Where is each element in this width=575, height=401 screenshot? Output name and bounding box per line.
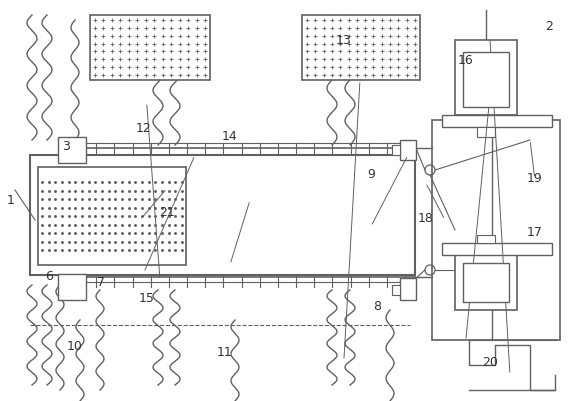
- Text: 20: 20: [482, 356, 498, 369]
- Bar: [455, 40, 517, 115]
- Bar: [58, 274, 86, 300]
- Text: 14: 14: [222, 130, 238, 143]
- Bar: [302, 15, 420, 80]
- Bar: [477, 235, 495, 243]
- Text: 13: 13: [336, 34, 352, 47]
- Text: 15: 15: [139, 292, 155, 305]
- Text: 19: 19: [527, 172, 543, 185]
- Text: 16: 16: [458, 54, 474, 67]
- Text: 6: 6: [45, 270, 53, 283]
- Bar: [477, 127, 495, 137]
- Bar: [442, 243, 552, 255]
- Bar: [392, 285, 400, 295]
- Text: 17: 17: [527, 226, 543, 239]
- Bar: [432, 120, 560, 340]
- Bar: [30, 155, 415, 275]
- Text: 7: 7: [97, 276, 105, 289]
- Text: 1: 1: [6, 194, 14, 207]
- Bar: [442, 115, 552, 127]
- Bar: [58, 137, 86, 163]
- Bar: [38, 167, 186, 265]
- Bar: [463, 52, 509, 107]
- Text: 10: 10: [67, 340, 83, 353]
- Bar: [463, 263, 509, 302]
- Bar: [400, 140, 416, 160]
- Bar: [392, 145, 400, 155]
- Text: 2: 2: [545, 20, 553, 32]
- Bar: [400, 278, 416, 300]
- Text: 11: 11: [216, 346, 232, 359]
- Bar: [90, 15, 210, 80]
- Bar: [455, 255, 517, 310]
- Text: 21: 21: [159, 206, 175, 219]
- Text: 12: 12: [136, 122, 152, 135]
- Text: 8: 8: [373, 300, 381, 313]
- Text: 3: 3: [62, 140, 70, 153]
- Text: 18: 18: [417, 212, 434, 225]
- Text: 9: 9: [367, 168, 375, 181]
